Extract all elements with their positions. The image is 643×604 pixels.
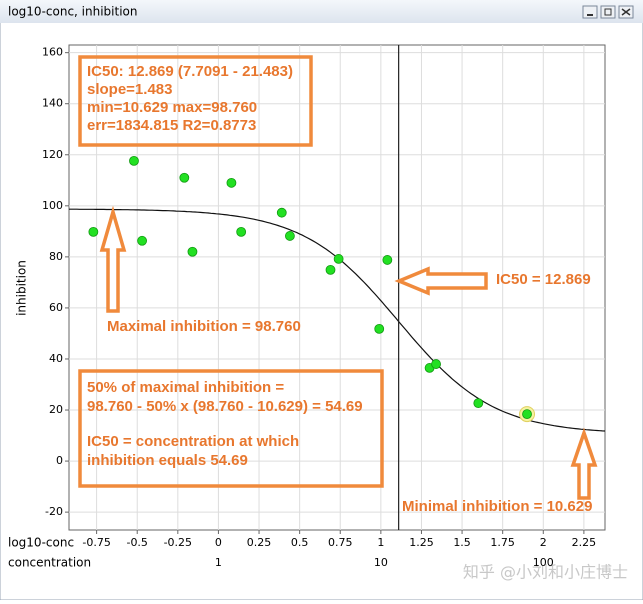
data-point (187, 246, 198, 257)
annotation: 50% of maximal inhibition = (87, 379, 284, 396)
data-point (374, 323, 385, 334)
annotation: Maximal inhibition = 98.760 (107, 318, 301, 335)
x-axis-label: log10-conc (8, 536, 74, 550)
explain-box (78, 369, 384, 488)
plot-area (68, 44, 606, 531)
data-point (325, 264, 336, 275)
x2-tick-label: 100 (533, 556, 554, 569)
annotation: IC50 = 12.869 (496, 271, 591, 288)
annotation: Minimal inhibition = 10.629 (402, 498, 592, 515)
arrow-max (99, 205, 127, 313)
annotation: IC50 = concentration at which (87, 433, 299, 450)
x-tick-label: -0.5 (126, 536, 147, 549)
y-axis-label: inhibition (15, 260, 29, 316)
x2-axis-label: concentration (8, 556, 91, 570)
window-title: log10-conc, inhibition (8, 5, 137, 19)
data-point (137, 235, 147, 246)
watermark: 知乎 @小刘和小庄博士 (463, 563, 628, 582)
data-point (333, 254, 344, 264)
fit-box (78, 55, 313, 147)
data-point (522, 409, 532, 420)
data-point (226, 177, 237, 188)
annotation: inhibition equals 54.69 (87, 452, 248, 469)
x-tick-label: 0.5 (291, 536, 309, 549)
x-tick-label: 1.75 (490, 536, 515, 549)
y-tick-label: 100 (42, 199, 63, 212)
x2-tick-label: 10 (374, 556, 388, 569)
x-tick-label: 2 (540, 536, 547, 549)
x2-tick-label: 1 (215, 556, 222, 569)
y-tick-label: 40 (49, 352, 63, 365)
y-tick-label: 20 (49, 403, 63, 416)
data-point (129, 155, 139, 166)
minimize-button[interactable] (582, 5, 598, 19)
y-tick-label: 120 (42, 148, 63, 161)
x-tick-label: 2.25 (572, 536, 597, 549)
y-tick-label: 140 (42, 97, 63, 110)
data-point (431, 359, 441, 369)
data-point (276, 207, 287, 218)
annotation: err=1834.815 R2=0.8773 (87, 117, 256, 134)
y-tick-label: -20 (45, 505, 63, 518)
y-tick-label: 80 (49, 250, 63, 263)
title-bar (0, 0, 643, 23)
data-point (473, 398, 484, 409)
arrow-ic50 (394, 266, 488, 296)
data-point (284, 231, 295, 241)
x-tick-label: -0.75 (82, 536, 110, 549)
data-point (236, 226, 247, 237)
data-point (382, 255, 393, 265)
y-tick-label: 60 (49, 301, 63, 314)
x-tick-label: 1.25 (409, 536, 434, 549)
x-tick-label: 0 (215, 536, 222, 549)
data-point (88, 226, 99, 237)
data-point (179, 172, 190, 183)
arrow-min (570, 427, 598, 500)
annotation: 98.760 - 50% x (98.760 - 10.629) = 54.69 (87, 398, 363, 415)
y-tick-label: 0 (56, 454, 63, 467)
annotation: min=10.629 max=98.760 (87, 99, 257, 116)
x-tick-label: -0.25 (164, 536, 192, 549)
x-tick-label: 0.75 (328, 536, 353, 549)
y-tick-label: 160 (42, 46, 63, 59)
x-tick-label: 1.5 (453, 536, 471, 549)
annotation: IC50: 12.869 (7.7091 - 21.483) (87, 63, 293, 80)
x-tick-label: 1 (377, 536, 384, 549)
x-tick-label: 0.25 (247, 536, 272, 549)
window-buttons[interactable] (582, 5, 634, 19)
maximize-button[interactable] (600, 5, 616, 19)
annotation: slope=1.483 (87, 81, 172, 98)
